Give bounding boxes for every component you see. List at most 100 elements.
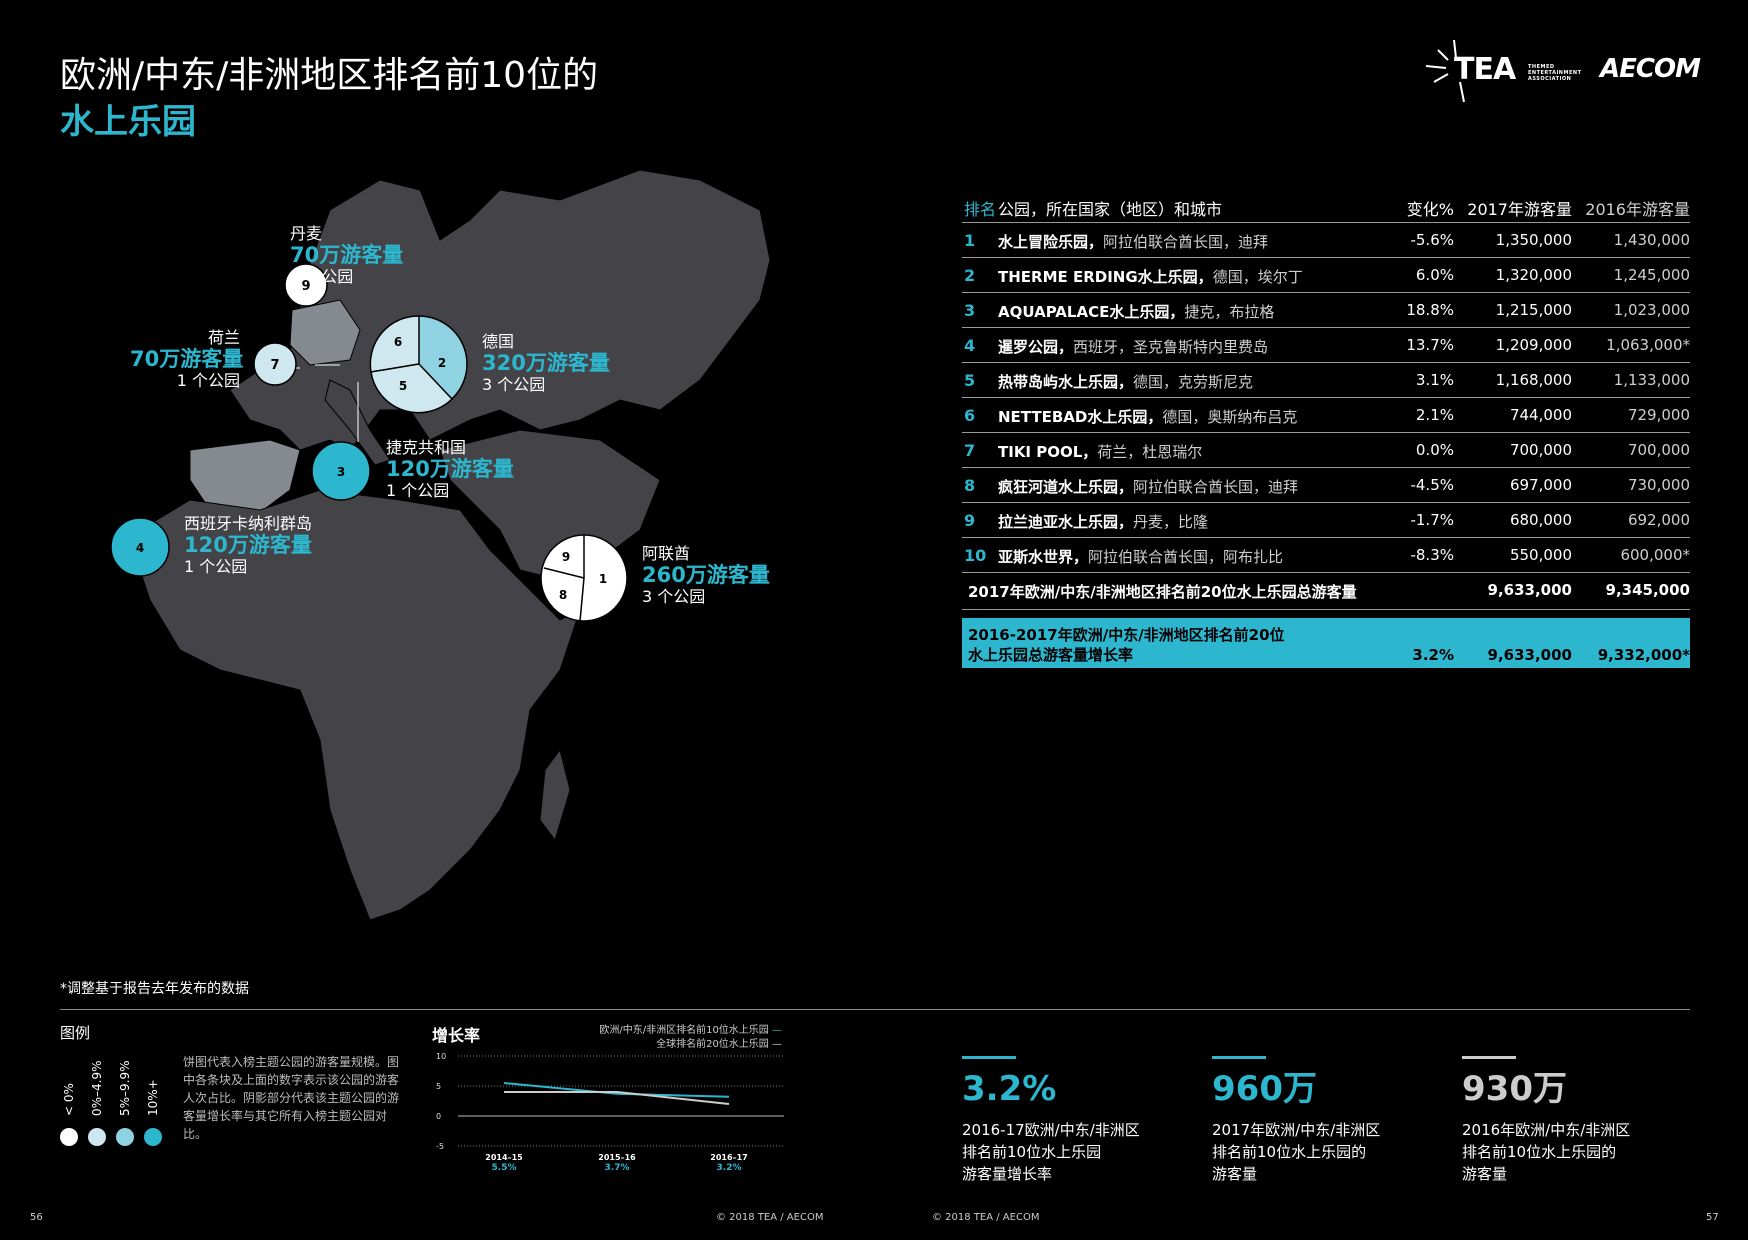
label-netherlands-visitors: 70万游客量	[130, 347, 244, 371]
stat-desc: 2016-17欧洲/中东/非洲区 排名前10位水上乐园 游客量增长率	[962, 1119, 1140, 1185]
label-denmark-name: 丹麦	[290, 224, 323, 243]
header-2017: 2017年游客量	[1467, 200, 1572, 219]
stat-value: 3.2%	[962, 1069, 1057, 1109]
row-park: 拉兰迪亚水上乐园，丹麦，比隆	[998, 511, 1208, 532]
row-park-name: 拉兰迪亚水上乐园，	[998, 513, 1134, 531]
pie-netherlands-label: 7	[270, 358, 279, 373]
label-germany-visitors: 320万游客量	[482, 351, 610, 375]
row-park-location: 阿拉伯联合酋长国，迪拜	[1103, 233, 1269, 251]
growth-chart-legend: 欧洲/中东/非洲区排名前10位水上乐园 — 全球排名前20位水上乐园 —	[599, 1025, 782, 1050]
row-park-name: 水上冒险乐园，	[998, 233, 1104, 251]
pie-uae: 9 1 8	[540, 534, 628, 622]
row-park: 亚斯水世界，阿拉伯联合酋长国，阿布扎比	[998, 546, 1283, 567]
table-row: 6 NETTEBAD水上乐园，德国，奥斯纳布吕克 2.1% 744,000 729,00…	[962, 398, 1690, 433]
aecom-logo: AECOM	[1600, 54, 1701, 84]
pie-uae-label-1: 9	[562, 550, 570, 564]
legend-dot	[60, 1128, 78, 1146]
x-tick-label: 2015–16	[598, 1153, 636, 1162]
row-change: -5.6%	[1410, 231, 1454, 249]
table-row: 1 水上冒险乐园，阿拉伯联合酋长国，迪拜 -5.6% 1,350,000 1,430,0…	[962, 223, 1690, 258]
row-2016: 600,000*	[1620, 546, 1690, 564]
growth-line-chart: 10 5 0 -5 2014–155.5% 2015–163.7% 2016–173.2%	[436, 1052, 784, 1173]
stat-bar	[1212, 1056, 1266, 1059]
page-number-left: 56	[30, 1212, 43, 1223]
stat-bar	[1462, 1056, 1516, 1059]
label-germany: 德国 320万游客量 3 个公园	[482, 332, 610, 394]
table-row: 2 THERME ERDING水上乐园，德国，埃尔丁 6.0% 1,320,000 1,…	[962, 258, 1690, 293]
row-rank: 2	[964, 266, 976, 285]
table-row: 7 TIKI POOL，荷兰，杜恩瑞尔 0.0% 700,000 700,000	[962, 433, 1690, 468]
row-park-location: 阿拉伯联合酋长国，阿布扎比	[1088, 548, 1284, 566]
series-global-line	[504, 1091, 730, 1105]
legend-title: 图例	[60, 1024, 91, 1042]
copyright-left: © 2018 TEA / AECOM	[716, 1212, 824, 1223]
legend-dot	[144, 1128, 162, 1146]
legend-scale-label: < 0%	[62, 1083, 76, 1116]
table-row: 3 AQUAPALACE水上乐园，捷克，布拉格 18.8% 1,215,000 1,02…	[962, 293, 1690, 328]
row-park-name: 亚斯水世界，	[998, 548, 1089, 566]
row-park: NETTEBAD水上乐园，德国，奥斯纳布吕克	[998, 406, 1297, 427]
header-park: 公园，所在国家（地区）和城市	[998, 200, 1223, 219]
row-change: 6.0%	[1415, 266, 1454, 284]
total-2017: 9,633,000	[1487, 581, 1572, 599]
row-2016: 692,000	[1627, 511, 1690, 529]
row-park: 暹罗公园，西班牙，圣克鲁斯特内里费岛	[998, 336, 1268, 357]
stat-desc-line3: 游客量	[1462, 1165, 1508, 1183]
emea-map: 9 7 6 2 5 3 4 9 1 8	[110, 169, 771, 921]
row-2017: 700,000	[1509, 441, 1572, 459]
page-number-right: 57	[1706, 1212, 1719, 1223]
row-rank: 6	[964, 406, 976, 425]
row-2017: 1,215,000	[1495, 301, 1572, 319]
row-change: 3.1%	[1415, 371, 1454, 389]
label-netherlands-parks: 1 个公园	[176, 371, 240, 390]
growth-2017: 9,633,000	[1487, 646, 1572, 664]
growth-label-line1: 2016-2017年欧洲/中东/非洲地区排名前20位	[968, 626, 1285, 644]
growth-chart-title: 增长率	[432, 1026, 481, 1045]
table-row: 4 暹罗公园，西班牙，圣克鲁斯特内里费岛 13.7% 1,209,000 1,063,0…	[962, 328, 1690, 363]
label-czech-parks: 1 个公园	[386, 481, 450, 500]
x-tick-label: 2014–15	[485, 1153, 523, 1162]
label-uae-parks: 3 个公园	[642, 587, 706, 606]
total-2016: 9,345,000	[1605, 581, 1690, 599]
stat-desc-line1: 2016年欧洲/中东/非洲区	[1462, 1121, 1631, 1139]
table-row: 8 疯狂河道水上乐园，阿拉伯联合酋长国，迪拜 -4.5% 697,000 730,000	[962, 468, 1690, 503]
row-park: THERME ERDING水上乐园，德国，埃尔丁	[998, 266, 1303, 287]
label-spain-name: 西班牙卡纳利群岛	[184, 514, 313, 533]
stat-desc-line1: 2016-17欧洲/中东/非洲区	[962, 1121, 1140, 1139]
stat-block: 3.2% 2016-17欧洲/中东/非洲区 排名前10位水上乐园 游客量增长率	[962, 1056, 1140, 1185]
row-change: 18.8%	[1406, 301, 1454, 319]
row-park-name: 疯狂河道水上乐园，	[998, 478, 1134, 496]
growth-2016: 9,332,000*	[1597, 646, 1690, 664]
row-park-location: 荷兰，杜恩瑞尔	[1097, 443, 1203, 461]
row-park-location: 德国，奥斯纳布吕克	[1162, 408, 1298, 426]
header-2016: 2016年游客量	[1585, 200, 1690, 219]
pie-denmark-label: 9	[301, 279, 310, 294]
row-2017: 697,000	[1509, 476, 1572, 494]
legend-dot	[116, 1128, 134, 1146]
pie-netherlands: 7	[253, 342, 297, 386]
row-park: 疯狂河道水上乐园，阿拉伯联合酋长国，迪拜	[998, 476, 1298, 497]
label-netherlands: 荷兰 70万游客量 1 个公园	[130, 328, 244, 390]
stat-value: 960万	[1212, 1069, 1317, 1109]
y-tick-label: 10	[436, 1052, 446, 1061]
row-park: 热带岛屿水上乐园，德国，克劳斯尼克	[998, 371, 1253, 392]
map-land-central-europe	[289, 299, 361, 366]
table-header: 排名 公园，所在国家（地区）和城市 变化% 2017年游客量 2016年游客量	[962, 196, 1690, 222]
row-rank: 3	[964, 301, 976, 320]
row-park-name: AQUAPALACE水上乐园，	[998, 303, 1185, 321]
row-rank: 10	[964, 546, 987, 565]
stat-desc-line3: 游客量	[1212, 1165, 1258, 1183]
table-row: 10 亚斯水世界，阿拉伯联合酋长国，阿布扎比 -8.3% 550,000 600,000…	[962, 538, 1690, 573]
row-2017: 1,209,000	[1495, 336, 1572, 354]
table-row: 9 拉兰迪亚水上乐园，丹麦，比隆 -1.7% 680,000 692,000	[962, 503, 1690, 538]
row-2017: 680,000	[1509, 511, 1572, 529]
row-park-name: THERME ERDING水上乐园，	[998, 268, 1213, 286]
row-change: 13.7%	[1406, 336, 1454, 354]
row-2016: 1,133,000	[1613, 371, 1690, 389]
stat-value: 930万	[1462, 1069, 1567, 1109]
row-park-location: 阿拉伯联合酋长国，迪拜	[1133, 478, 1299, 496]
header-change: 变化%	[1406, 200, 1454, 219]
row-change: 2.1%	[1415, 406, 1454, 424]
label-uae-visitors: 260万游客量	[642, 563, 770, 587]
pie-uae-label-2: 1	[599, 572, 607, 586]
